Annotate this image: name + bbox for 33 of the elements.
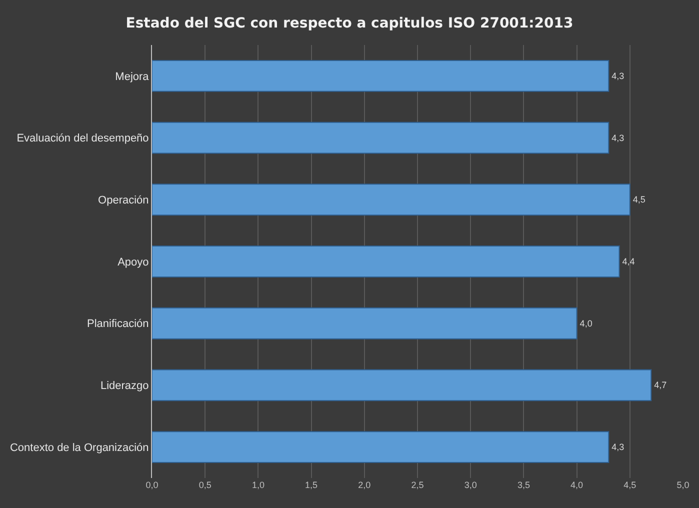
x-tick-label: 0,0 <box>146 480 158 490</box>
chart-title: Estado del SGC con respecto a capitulos ISO 27001:2013 <box>126 16 574 32</box>
x-tick-label: 0,5 <box>198 480 212 490</box>
x-tick-label: 3,0 <box>464 480 477 490</box>
bar <box>152 246 620 278</box>
bar <box>152 431 610 464</box>
bar <box>152 60 610 92</box>
bar <box>152 307 578 340</box>
bar <box>152 184 630 216</box>
data-label: 4,3 <box>612 70 624 81</box>
data-label: 4,5 <box>632 194 646 205</box>
x-tick-label: 5,0 <box>676 480 690 490</box>
y-tick-label: Liderazgo <box>100 380 149 392</box>
x-tick-label: 2,5 <box>411 480 424 490</box>
x-tick-label: 1,0 <box>252 480 264 490</box>
data-label: 4,7 <box>654 380 667 390</box>
x-tick-label: 1,5 <box>305 480 318 490</box>
y-tick-label: Apoyo <box>118 256 149 268</box>
y-tick-label: Operación <box>98 194 149 206</box>
data-label: 4,3 <box>612 132 624 143</box>
x-tick-label: 4,0 <box>570 480 584 490</box>
x-tick-label: 4,5 <box>624 480 636 490</box>
x-tick-label: 2,0 <box>358 480 371 490</box>
data-label: 4,4 <box>622 256 635 266</box>
bar <box>152 122 610 154</box>
y-tick-label: Mejora <box>115 70 150 83</box>
data-label: 4,0 <box>580 318 592 328</box>
y-tick-label: Contexto de la Organización <box>10 442 149 454</box>
bar <box>152 369 652 402</box>
y-tick-label: Evaluación del desempeño <box>16 132 149 145</box>
y-tick-label: Planificación <box>87 318 149 330</box>
x-tick-label: 3,5 <box>517 480 530 490</box>
data-label: 4,3 <box>612 442 624 452</box>
